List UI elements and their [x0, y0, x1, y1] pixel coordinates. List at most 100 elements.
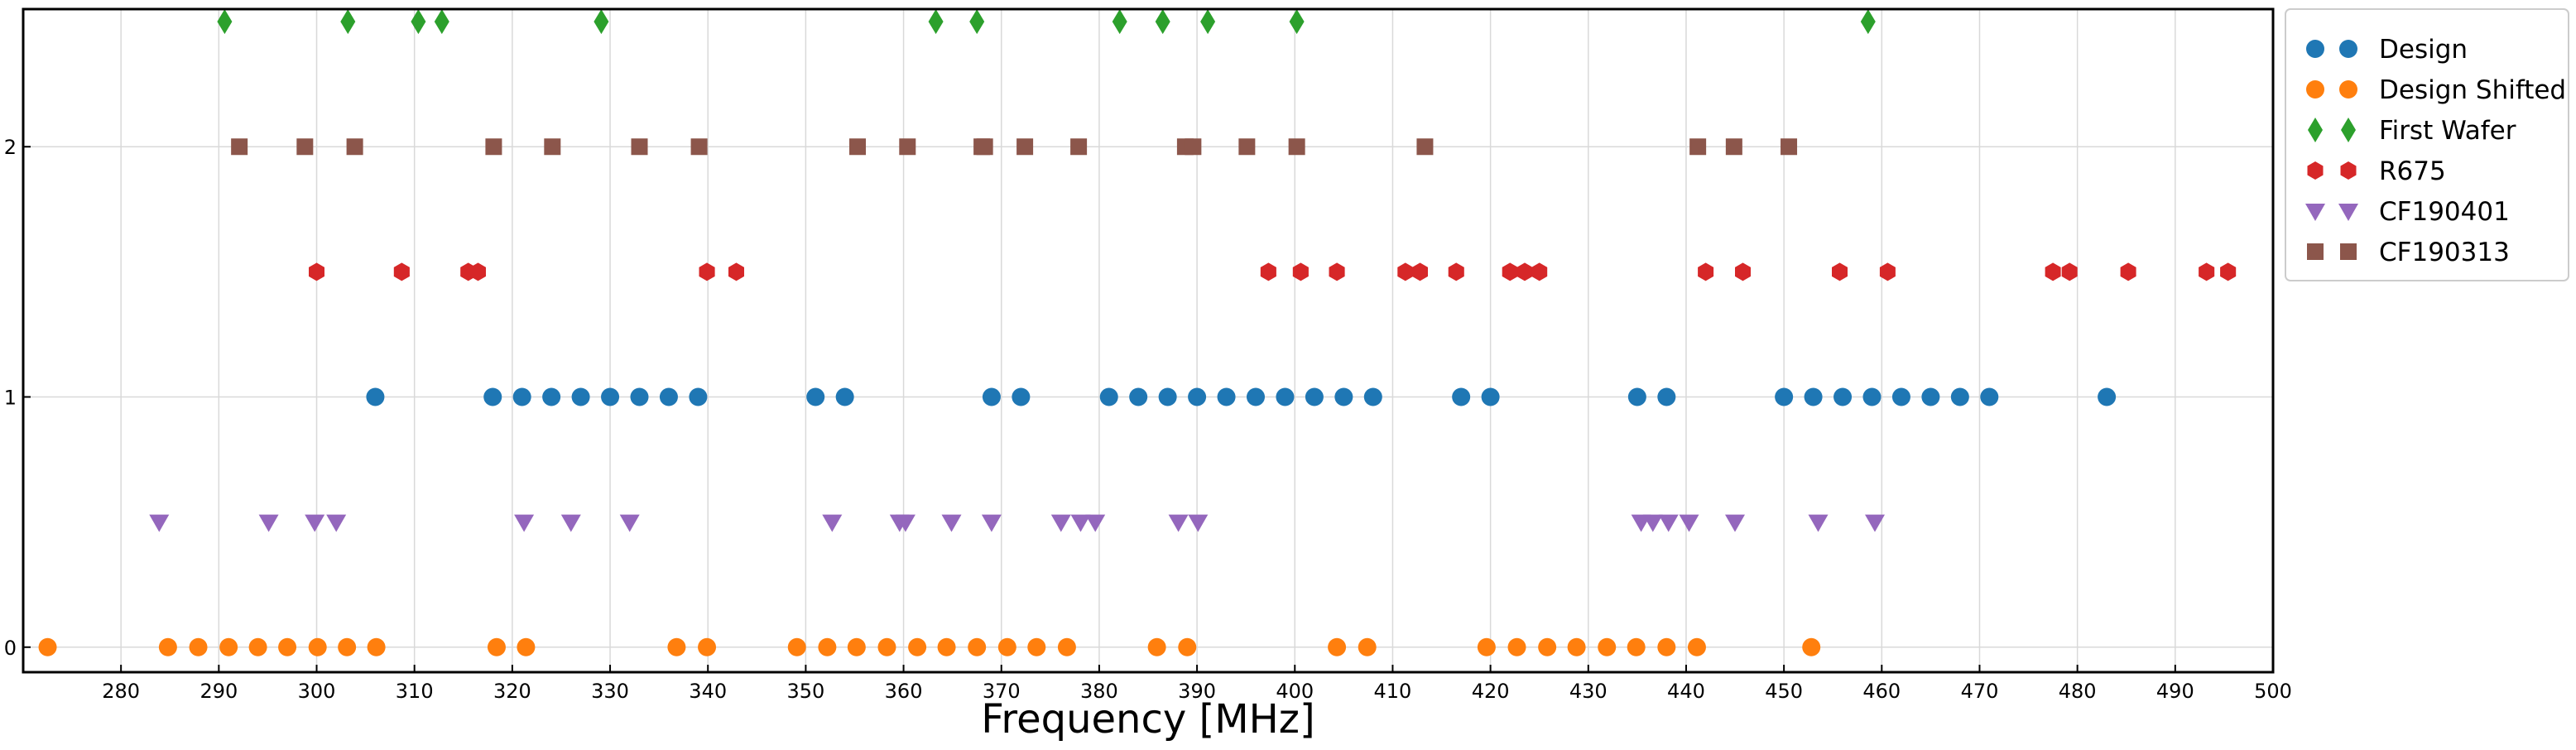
data-point-design: [1158, 387, 1177, 406]
x-tick-label: 380: [1080, 680, 1118, 703]
data-point-r675: [1832, 262, 1848, 281]
data-point-design: [1950, 387, 1969, 406]
data-point-first-wafer: [969, 9, 985, 35]
data-point-design: [689, 387, 708, 406]
data-point-design: [1657, 387, 1676, 406]
data-point-r675: [2220, 262, 2237, 281]
data-point-design-shifted: [278, 637, 297, 656]
data-point-cf190313: [899, 138, 916, 156]
x-tick-label: 460: [1862, 680, 1901, 703]
legend-label: CF190401: [2379, 197, 2510, 227]
data-point-design: [1188, 387, 1207, 406]
y-tick-labels: 0 1 2: [4, 136, 17, 660]
data-point-r675: [309, 262, 324, 281]
legend-box: [2285, 8, 2569, 281]
legend-marker: [2307, 161, 2324, 180]
x-tick-labels: 280 290 300 310 320 330 340 350 360 370 380 390 400 4…: [102, 680, 2292, 703]
legend-marker: [2341, 118, 2356, 142]
data-point-first-wafer: [434, 9, 449, 35]
data-point-design-shifted: [968, 637, 987, 656]
legend-label: Design: [2379, 35, 2468, 65]
data-point-cf190401: [514, 514, 535, 532]
data-point-cf190313: [1070, 138, 1088, 156]
x-tick-label: 490: [2156, 680, 2194, 703]
data-point-cf190313: [346, 138, 363, 156]
data-point-cf190401: [941, 514, 962, 532]
data-point-design: [1099, 387, 1118, 406]
legend-label: R675: [2379, 156, 2446, 186]
x-tick-label: 360: [885, 680, 923, 703]
legend-entry-design-shifted: Design Shifted: [2306, 75, 2566, 105]
data-point-r675: [2199, 262, 2215, 281]
data-point-cf190401: [149, 514, 170, 532]
data-point-r675: [393, 262, 410, 281]
legend-marker: [2340, 161, 2357, 180]
data-point-cf190401: [981, 514, 1002, 532]
data-point-design-shifted: [1598, 637, 1617, 656]
data-point-cf190401: [1808, 514, 1829, 532]
data-point-first-wafer: [411, 9, 426, 35]
data-point-design-shifted: [818, 637, 837, 656]
data-point-r675: [1516, 262, 1533, 281]
legend-marker: [2340, 243, 2357, 260]
data-point-design: [1363, 387, 1382, 406]
data-point-cf190313: [544, 138, 561, 156]
data-point-design: [1129, 387, 1148, 406]
data-point-design: [1891, 387, 1910, 406]
legend-marker: [2338, 204, 2358, 221]
data-markers: [38, 9, 2237, 656]
data-point-design-shifted: [1057, 637, 1076, 656]
data-point-r675: [2120, 262, 2136, 281]
data-point-design: [571, 387, 590, 406]
data-point-cf190313: [231, 138, 248, 156]
data-point-design-shifted: [1507, 637, 1526, 656]
x-tick-label: 290: [199, 680, 238, 703]
data-point-r675: [728, 262, 744, 281]
x-tick-label: 420: [1472, 680, 1510, 703]
data-point-design: [1276, 387, 1295, 406]
data-point-cf190401: [1642, 514, 1663, 532]
data-point-design-shifted: [517, 637, 536, 656]
data-point-cf190313: [296, 138, 314, 156]
data-point-design-shifted: [1147, 637, 1166, 656]
data-point-cf190401: [1865, 514, 1885, 532]
data-point-design-shifted: [158, 637, 177, 656]
data-point-design-shifted: [1657, 637, 1676, 656]
data-point-r675: [2061, 262, 2078, 281]
series-cf190401: [149, 514, 1885, 532]
data-point-design-shifted: [787, 637, 806, 656]
data-point-design: [835, 387, 854, 406]
data-point-cf190313: [690, 138, 708, 156]
data-point-cf190401: [1050, 514, 1071, 532]
data-point-design-shifted: [877, 637, 896, 656]
data-point-cf190401: [1085, 514, 1106, 532]
data-point-design-shifted: [1567, 637, 1586, 656]
x-tick-label: 310: [396, 680, 434, 703]
data-point-cf190313: [1416, 138, 1434, 156]
data-point-design-shifted: [1627, 637, 1646, 656]
data-point-design: [512, 387, 531, 406]
legend-label: CF190313: [2379, 238, 2510, 267]
axis-ticks: [23, 146, 2274, 672]
x-tick-label: 350: [786, 680, 824, 703]
data-point-design: [2098, 387, 2117, 406]
data-point-design: [1246, 387, 1265, 406]
data-point-cf190313: [485, 138, 502, 156]
data-point-cf190401: [1070, 514, 1091, 532]
data-point-cf190313: [1725, 138, 1742, 156]
data-point-design-shifted: [1328, 637, 1347, 656]
data-point-design: [483, 387, 502, 406]
data-point-cf190401: [305, 514, 325, 532]
data-point-cf190401: [619, 514, 640, 532]
data-point-design-shifted: [908, 637, 927, 656]
legend-marker: [2305, 204, 2325, 221]
legend-entry-r675: R675: [2307, 156, 2446, 186]
data-point-r675: [2045, 262, 2061, 281]
x-tick-label: 390: [1178, 680, 1216, 703]
legend-entry-cf190401: CF190401: [2305, 197, 2510, 227]
data-point-design: [1627, 387, 1646, 406]
data-point-design: [1862, 387, 1882, 406]
plot-frame: [22, 7, 2275, 674]
data-point-design: [1217, 387, 1236, 406]
data-point-design-shifted: [219, 637, 238, 656]
